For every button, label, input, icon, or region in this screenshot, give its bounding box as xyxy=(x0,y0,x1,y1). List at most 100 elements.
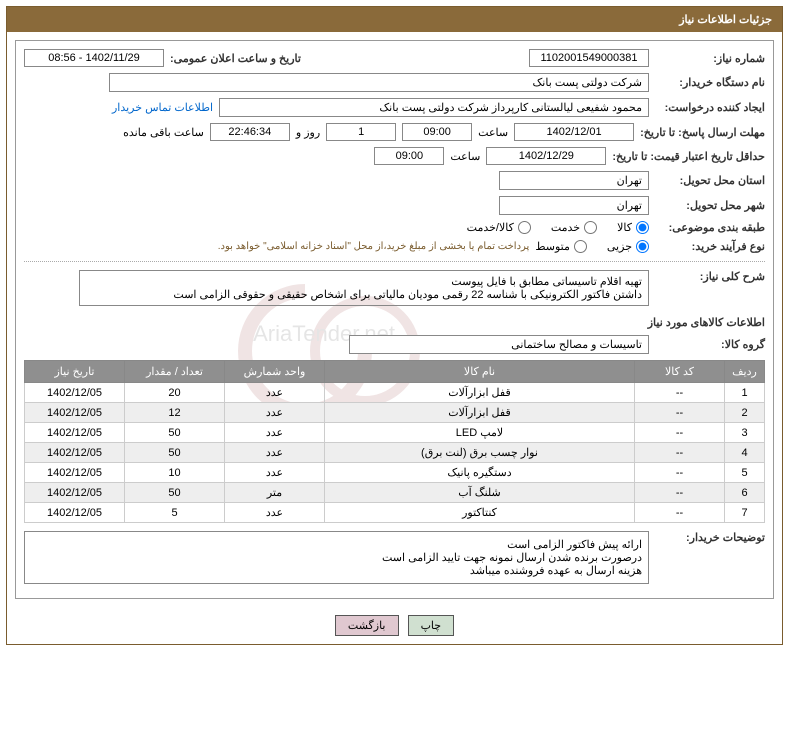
cell-name: نوار چسب برق (لنت برق) xyxy=(325,443,635,463)
radio-medium[interactable]: متوسط xyxy=(535,240,587,253)
radio-service-input[interactable] xyxy=(584,221,597,234)
cell-code: -- xyxy=(635,403,725,423)
cell-date: 1402/12/05 xyxy=(25,423,125,443)
goods-table: ردیف کد کالا نام کالا واحد شمارش تعداد /… xyxy=(24,360,765,523)
cell-date: 1402/12/05 xyxy=(25,383,125,403)
cell-row: 7 xyxy=(725,503,765,523)
cell-code: -- xyxy=(635,483,725,503)
print-button[interactable]: چاپ xyxy=(408,615,455,636)
time-label-1: ساعت xyxy=(478,126,508,139)
need-number-label: شماره نیاز: xyxy=(655,52,765,65)
requester-field: محمود شفیعی لیالستانی کارپرداز شرکت دولت… xyxy=(219,98,649,117)
panel-header: جزئیات اطلاعات نیاز xyxy=(7,7,782,32)
cell-name: قفل ابزارآلات xyxy=(325,403,635,423)
cell-date: 1402/12/05 xyxy=(25,503,125,523)
cell-date: 1402/12/05 xyxy=(25,463,125,483)
cell-qty: 5 xyxy=(125,503,225,523)
cell-date: 1402/12/05 xyxy=(25,483,125,503)
deadline-time-field: 09:00 xyxy=(402,123,472,141)
cell-qty: 50 xyxy=(125,443,225,463)
goods-group-label: گروه کالا: xyxy=(655,338,765,351)
day-and-label: روز و xyxy=(296,126,320,139)
th-name: نام کالا xyxy=(325,361,635,383)
radio-goods[interactable]: کالا xyxy=(617,221,649,234)
price-validity-date-field: 1402/12/29 xyxy=(486,147,606,165)
need-number-field: 1102001549000381 xyxy=(529,49,649,67)
process-type-label: نوع فرآیند خرید: xyxy=(655,240,765,253)
cell-unit: متر xyxy=(225,483,325,503)
cell-code: -- xyxy=(635,383,725,403)
radio-goods-service-label: کالا/خدمت xyxy=(467,221,514,234)
deadline-send-label: مهلت ارسال پاسخ: تا تاریخ: xyxy=(640,126,765,139)
th-date: تاریخ نیاز xyxy=(25,361,125,383)
back-button[interactable]: بازگشت xyxy=(335,615,399,636)
cell-row: 4 xyxy=(725,443,765,463)
cell-qty: 50 xyxy=(125,483,225,503)
table-row: 7--کنتاکتورعدد51402/12/05 xyxy=(25,503,765,523)
radio-goods-input[interactable] xyxy=(636,221,649,234)
cell-name: قفل ابزارآلات xyxy=(325,383,635,403)
buyer-notes-field: ارائه پیش فاکتور الزامی استدرصورت برنده … xyxy=(24,531,649,584)
cell-unit: عدد xyxy=(225,383,325,403)
announce-date-field: 1402/11/29 - 08:56 xyxy=(24,49,164,67)
th-row: ردیف xyxy=(725,361,765,383)
radio-partial-label: جزیی xyxy=(607,240,632,253)
radio-partial[interactable]: جزیی xyxy=(607,240,649,253)
process-note: پرداخت تمام یا بخشی از مبلغ خرید،از محل … xyxy=(218,241,530,252)
table-row: 3--لامپ LEDعدد501402/12/05 xyxy=(25,423,765,443)
goods-info-title: اطلاعات کالاهای مورد نیاز xyxy=(24,316,765,329)
price-validity-time-field: 09:00 xyxy=(374,147,444,165)
cell-unit: عدد xyxy=(225,503,325,523)
cell-row: 2 xyxy=(725,403,765,423)
radio-partial-input[interactable] xyxy=(636,240,649,253)
cell-qty: 20 xyxy=(125,383,225,403)
footer-buttons: چاپ بازگشت xyxy=(7,607,782,644)
cell-qty: 10 xyxy=(125,463,225,483)
radio-medium-label: متوسط xyxy=(535,240,570,253)
table-row: 2--قفل ابزارآلاتعدد121402/12/05 xyxy=(25,403,765,423)
time-label-2: ساعت xyxy=(450,150,480,163)
cell-unit: عدد xyxy=(225,423,325,443)
announce-date-label: تاریخ و ساعت اعلان عمومی: xyxy=(170,52,301,65)
requester-label: ایجاد کننده درخواست: xyxy=(655,101,765,114)
buyer-contact-link[interactable]: اطلاعات تماس خریدار xyxy=(112,101,213,114)
th-unit: واحد شمارش xyxy=(225,361,325,383)
details-panel: جزئیات اطلاعات نیاز AriaTender.net شماره… xyxy=(6,6,783,645)
table-row: 4--نوار چسب برق (لنت برق)عدد501402/12/05 xyxy=(25,443,765,463)
cell-code: -- xyxy=(635,443,725,463)
province-label: استان محل تحویل: xyxy=(655,174,765,187)
cell-code: -- xyxy=(635,423,725,443)
radio-medium-input[interactable] xyxy=(574,240,587,253)
buyer-org-field: شرکت دولتی پست بانک xyxy=(109,73,649,92)
radio-service-label: خدمت xyxy=(551,221,580,234)
radio-service[interactable]: خدمت xyxy=(551,221,597,234)
cell-name: کنتاکتور xyxy=(325,503,635,523)
buyer-org-label: نام دستگاه خریدار: xyxy=(655,76,765,89)
radio-goods-label: کالا xyxy=(617,221,632,234)
cell-code: -- xyxy=(635,503,725,523)
cell-unit: عدد xyxy=(225,463,325,483)
cell-qty: 50 xyxy=(125,423,225,443)
cell-date: 1402/12/05 xyxy=(25,403,125,423)
cell-date: 1402/12/05 xyxy=(25,443,125,463)
cell-row: 3 xyxy=(725,423,765,443)
category-label: طبقه بندی موضوعی: xyxy=(655,221,765,234)
price-validity-label: حداقل تاریخ اعتبار قیمت: تا تاریخ: xyxy=(612,150,765,163)
remain-hms-field: 22:46:34 xyxy=(210,123,290,141)
radio-goods-service[interactable]: کالا/خدمت xyxy=(467,221,531,234)
remain-label: ساعت باقی مانده xyxy=(123,126,204,139)
table-row: 1--قفل ابزارآلاتعدد201402/12/05 xyxy=(25,383,765,403)
city-label: شهر محل تحویل: xyxy=(655,199,765,212)
cell-code: -- xyxy=(635,463,725,483)
goods-group-field: تاسیسات و مصالح ساختمانی xyxy=(349,335,649,354)
cell-row: 5 xyxy=(725,463,765,483)
radio-goods-service-input[interactable] xyxy=(518,221,531,234)
th-qty: تعداد / مقدار xyxy=(125,361,225,383)
province-field: تهران xyxy=(499,171,649,190)
summary-label: شرح کلی نیاز: xyxy=(655,270,765,283)
cell-name: دستگیره پانیک xyxy=(325,463,635,483)
buyer-notes-label: توضیحات خریدار: xyxy=(655,531,765,544)
cell-name: لامپ LED xyxy=(325,423,635,443)
table-row: 5--دستگیره پانیکعدد101402/12/05 xyxy=(25,463,765,483)
deadline-date-field: 1402/12/01 xyxy=(514,123,634,141)
